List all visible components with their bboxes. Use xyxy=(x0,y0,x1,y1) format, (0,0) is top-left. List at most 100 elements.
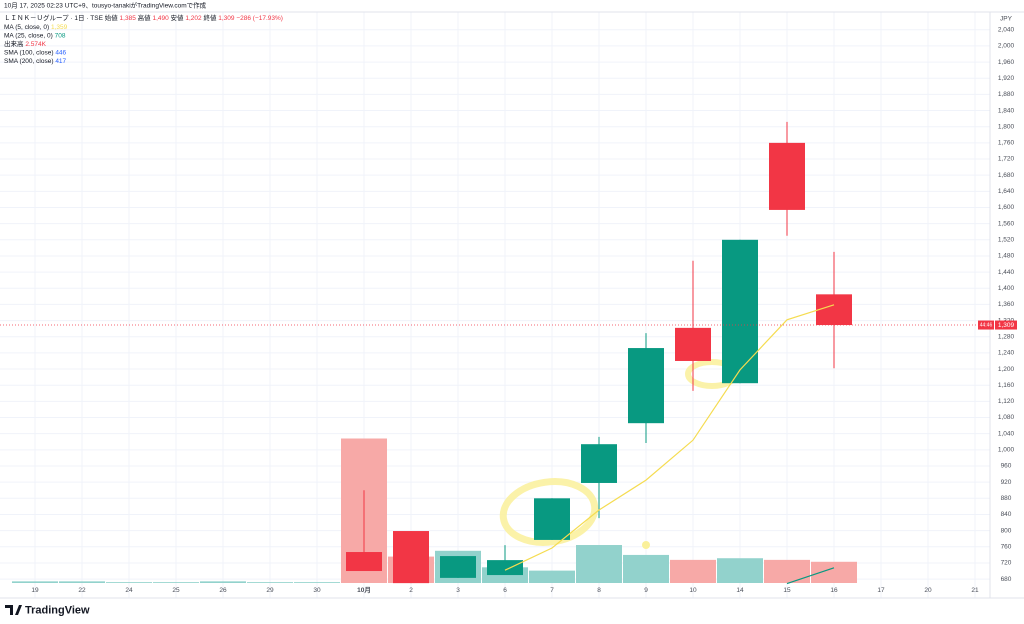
volume-bar xyxy=(764,559,810,583)
indicator-value: 417 xyxy=(55,58,66,65)
x-tick-label: 2 xyxy=(409,587,413,594)
y-tick-label: 1,960 xyxy=(998,59,1015,66)
candle-body xyxy=(393,531,429,584)
y-tick-label: 840 xyxy=(1001,511,1012,518)
currency: JPY xyxy=(1000,16,1013,23)
ohlc-label: 始値 xyxy=(105,13,119,22)
highlight-circle xyxy=(499,478,599,546)
volume-bar xyxy=(247,582,293,583)
volume-bar xyxy=(200,581,246,583)
candle-body xyxy=(675,327,711,361)
y-tick-label: 760 xyxy=(1001,544,1012,551)
y-tick-label: 1,120 xyxy=(998,398,1015,405)
y-tick-label: 2,040 xyxy=(998,26,1015,33)
indicator-legend: SMA (200, close) 417 xyxy=(4,58,67,65)
y-tick-label: 800 xyxy=(1001,527,1012,534)
brand-logo xyxy=(5,605,22,615)
x-tick-label: 3 xyxy=(456,587,460,594)
symbol-title: ＬＩＮＫ－Ｕグループ · 1日 · TSE xyxy=(4,13,104,22)
candle-body xyxy=(769,142,805,210)
x-tick-label: 9 xyxy=(644,587,648,594)
created-note: 10月 17, 2025 02:23 UTC+9、tousyo-tanakiがT… xyxy=(4,1,207,10)
volume-bar xyxy=(294,582,340,583)
y-tick-label: 880 xyxy=(1001,495,1012,502)
x-tick-label: 15 xyxy=(783,587,791,594)
y-tick-label: 1,760 xyxy=(998,140,1015,147)
indicator-name: SMA (200, close) xyxy=(4,58,54,65)
indicator-legend: 出来高 2.574K xyxy=(4,39,47,48)
y-tick-label: 1,440 xyxy=(998,269,1015,276)
candle-body xyxy=(722,239,758,384)
indicator-name: SMA (100, close) xyxy=(4,49,54,56)
volume-bar xyxy=(576,545,622,583)
x-tick-label: 26 xyxy=(219,587,227,594)
ma-line xyxy=(786,567,835,585)
price-pane xyxy=(0,121,990,585)
candle-body xyxy=(628,348,664,424)
volume-bar xyxy=(153,582,199,583)
x-tick-label: 19 xyxy=(31,587,39,594)
candle-body xyxy=(581,444,617,483)
x-tick-label: 7 xyxy=(550,587,554,594)
indicator-value: 446 xyxy=(55,49,66,56)
ma-line xyxy=(504,304,835,571)
y-tick-label: 1,840 xyxy=(998,107,1015,114)
y-tick-label: 720 xyxy=(1001,560,1012,567)
y-tick-label: 1,000 xyxy=(998,447,1015,454)
volume-bar xyxy=(59,581,105,583)
ohlc-label: 安値 xyxy=(171,13,185,22)
x-tick-label: 10 xyxy=(689,587,697,594)
x-tick-label: 30 xyxy=(313,587,321,594)
y-tick-label: 1,520 xyxy=(998,237,1015,244)
y-tick-label: 1,080 xyxy=(998,414,1015,421)
x-tick-label: 14 xyxy=(736,587,744,594)
x-tick-label: 17 xyxy=(877,587,885,594)
x-tick-label: 29 xyxy=(266,587,274,594)
y-tick-label: 2,000 xyxy=(998,43,1015,50)
x-tick-label: 22 xyxy=(78,587,86,594)
ohlc-value: 1,309 xyxy=(218,15,235,22)
indicator-value: 2.574K xyxy=(25,41,46,48)
y-tick-label: 1,160 xyxy=(998,382,1015,389)
brand: TradingView xyxy=(5,604,90,616)
change: −286 (−17.93%) xyxy=(236,15,283,22)
y-tick-label: 1,480 xyxy=(998,253,1015,260)
candle-body xyxy=(816,294,852,326)
volume-bar xyxy=(670,559,716,583)
indicator-value: 708 xyxy=(55,32,66,39)
countdown-box xyxy=(978,320,994,330)
last-price-label: 1,309 xyxy=(998,322,1015,329)
candle-body xyxy=(440,556,476,578)
x-tick-label: 25 xyxy=(172,587,180,594)
symbol-line: ＬＩＮＫ－Ｕグループ · 1日 · TSE 始値 1,385 高値 1,490 … xyxy=(4,13,283,22)
y-tick-label: 1,240 xyxy=(998,350,1015,357)
indicator-value: 1,359 xyxy=(51,24,68,31)
y-tick-label: 920 xyxy=(1001,479,1012,486)
ohlc-value: 1,385 xyxy=(120,15,137,22)
x-tick-label: 24 xyxy=(125,587,133,594)
volume-bar xyxy=(623,554,669,583)
y-tick-label: 1,560 xyxy=(998,220,1015,227)
grid xyxy=(0,12,990,598)
indicator-name: 出来高 xyxy=(4,39,24,48)
indicator-legend: MA (5, close, 0) 1,359 xyxy=(4,24,68,31)
indicator-name: MA (5, close, 0) xyxy=(4,24,49,31)
indicator-legend: MA (25, close, 0) 708 xyxy=(4,32,66,39)
y-tick-label: 960 xyxy=(1001,463,1012,470)
y-tick-label: 1,360 xyxy=(998,301,1015,308)
y-tick-label: 1,200 xyxy=(998,366,1015,373)
ohlc-value: 1,202 xyxy=(185,15,202,22)
candle-body xyxy=(534,498,570,540)
brand-name: TradingView xyxy=(25,604,90,616)
y-tick-label: 1,640 xyxy=(998,188,1015,195)
last-price-box xyxy=(995,320,1017,330)
y-tick-label: 1,880 xyxy=(998,91,1015,98)
y-tick-label: 1,280 xyxy=(998,333,1015,340)
y-tick-label: 1,040 xyxy=(998,430,1015,437)
volume-bar xyxy=(811,561,857,583)
x-tick-label: 10月 xyxy=(357,586,371,594)
ohlc-value: 1,490 xyxy=(152,15,169,22)
y-tick-label: 1,680 xyxy=(998,172,1015,179)
